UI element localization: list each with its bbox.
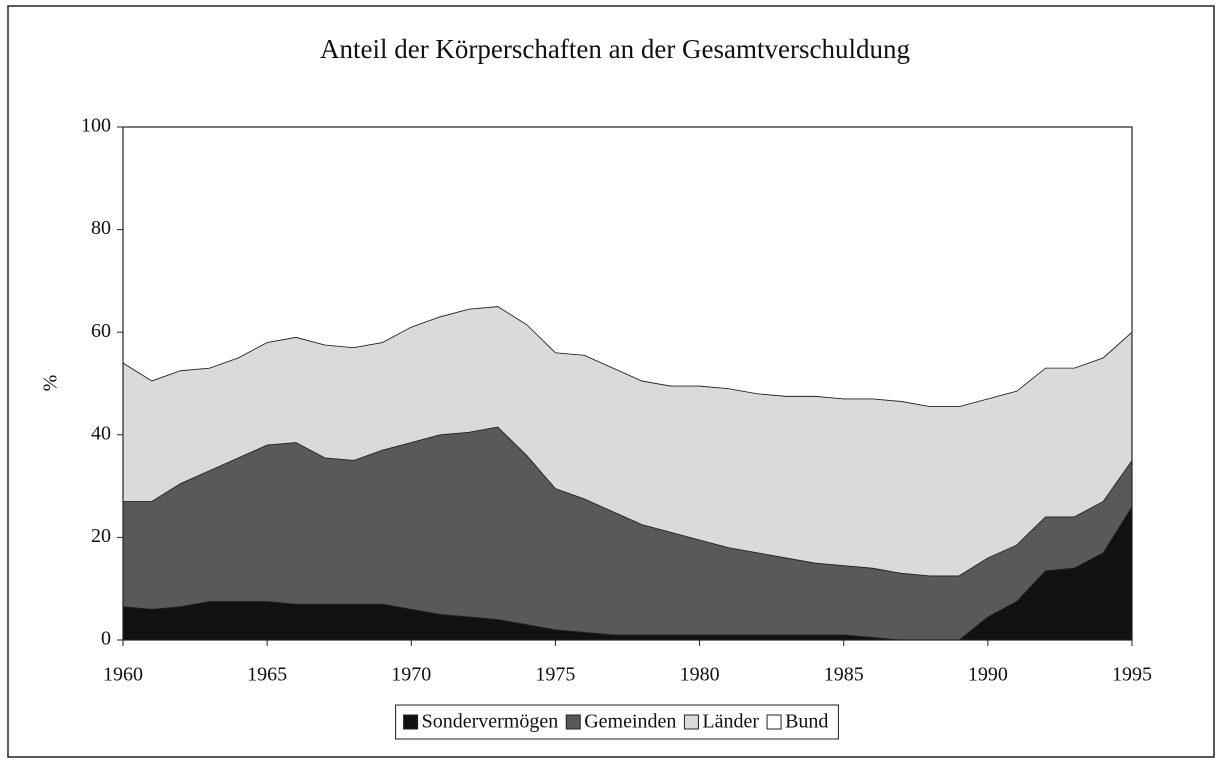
x-tick-label: 1965 <box>247 664 287 686</box>
legend-label: Länder <box>702 711 759 733</box>
legend-swatch <box>403 714 419 730</box>
x-tick-label: 1980 <box>680 664 720 686</box>
x-tick-label: 1990 <box>968 664 1008 686</box>
chart-title: Anteil der Körperschaften an der Gesamtv… <box>320 34 910 64</box>
x-tick-label: 1970 <box>391 664 431 686</box>
legend-label: Gemeinden <box>584 711 676 733</box>
y-tick-label: 40 <box>91 422 111 444</box>
legend-label: Bund <box>785 711 828 733</box>
legend: Sondervermögen Gemeinden Länder Bund <box>395 704 839 740</box>
x-tick-label: 1960 <box>103 664 143 686</box>
legend-label: Sondervermögen <box>422 711 559 733</box>
x-tick-label: 1975 <box>535 664 575 686</box>
legend-swatch <box>683 714 699 730</box>
y-axis-label: % <box>40 375 62 392</box>
y-tick-label: 60 <box>91 320 111 342</box>
frame <box>7 5 1215 758</box>
legend-swatch <box>565 714 581 730</box>
y-tick-label: 0 <box>101 628 111 650</box>
y-tick-label: 80 <box>91 217 111 239</box>
legend-swatch <box>766 714 782 730</box>
x-tick-label: 1985 <box>824 664 864 686</box>
plot-frame <box>122 126 1133 641</box>
legend-box <box>395 704 839 740</box>
y-tick-label: 20 <box>91 525 111 547</box>
x-tick-label: 1995 <box>1112 664 1152 686</box>
y-tick-label: 100 <box>81 115 111 137</box>
